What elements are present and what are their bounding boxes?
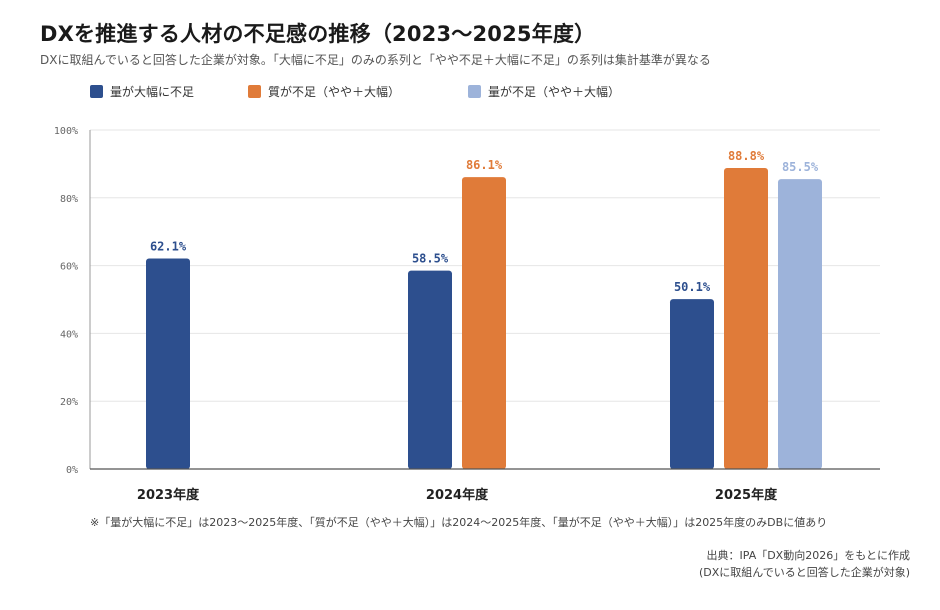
y-tick-label: 40% <box>60 329 78 340</box>
y-tick-label: 0% <box>66 465 78 476</box>
chart-subtitle: DXに取組んでいると回答した企業が対象。「大幅に不足」のみの系列と「やや不足＋大… <box>40 53 711 67</box>
y-tick-label: 20% <box>60 397 78 408</box>
source-line-1: 出典：IPA「DX動向2026」をもとに作成 <box>706 549 910 562</box>
x-tick-label: 2023年度 <box>137 487 200 503</box>
y-tick-label: 60% <box>60 262 78 273</box>
source-line-2: (DXに取組んでいると回答した企業が対象) <box>698 566 910 579</box>
data-label: 58.5% <box>412 252 449 266</box>
legend-label-series-1: 量が大幅に不足 <box>110 85 195 99</box>
bar-2025年度-series-2 <box>724 167 768 469</box>
bar-2025年度-series-1 <box>670 299 714 469</box>
legend-item-series-2: 質が不足（やや＋大幅） <box>248 83 400 100</box>
data-label: 85.5% <box>782 160 819 174</box>
legend-label-series-3: 量が不足（やや＋大幅） <box>488 85 621 99</box>
bar-2025年度-series-3 <box>778 179 822 469</box>
legend-item-series-3: 量が不足（やや＋大幅） <box>468 83 620 100</box>
source-note: 出典：IPA「DX動向2026」をもとに作成 (DXに取組んでいると回答した企業… <box>699 547 910 581</box>
bar-2024年度-series-1 <box>408 270 452 469</box>
y-tick-label: 100% <box>54 126 78 137</box>
x-tick-label: 2025年度 <box>715 487 778 503</box>
bar-2023年度-series-1 <box>146 258 190 469</box>
chart-title: DXを推進する人材の不足感の推移（2023〜2025年度） <box>40 22 596 46</box>
legend-swatch-series-3 <box>468 85 481 98</box>
x-tick-label: 2024年度 <box>426 487 489 503</box>
legend-label-series-2: 質が不足（やや＋大幅） <box>268 85 401 99</box>
data-label: 88.8% <box>728 149 765 163</box>
legend-swatch-series-2 <box>248 85 261 98</box>
data-label: 50.1% <box>674 280 711 294</box>
legend-item-series-1: 量が大幅に不足 <box>90 83 194 100</box>
footnote: ※「量が大幅に不足」は2023〜2025年度、「質が不足（やや＋大幅）」は202… <box>90 516 828 529</box>
y-tick-label: 80% <box>60 194 78 205</box>
data-label: 62.1% <box>150 239 187 253</box>
data-label: 86.1% <box>466 158 503 172</box>
bar-2024年度-series-2 <box>462 177 506 469</box>
legend-swatch-series-1 <box>90 85 103 98</box>
